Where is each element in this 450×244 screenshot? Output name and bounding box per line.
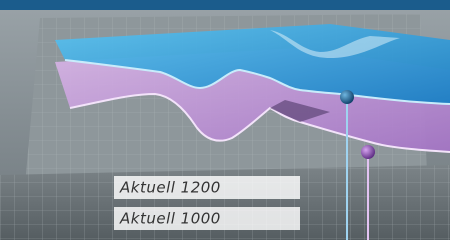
pin-ball bbox=[361, 145, 375, 159]
label: Aktuell 1000 bbox=[119, 210, 221, 228]
illustration: Aktuell 1200 Aktuell 1000 bbox=[0, 0, 450, 240]
pin-ball bbox=[340, 90, 354, 104]
label: Aktuell 1200 bbox=[119, 179, 221, 197]
top-bar bbox=[0, 0, 450, 10]
